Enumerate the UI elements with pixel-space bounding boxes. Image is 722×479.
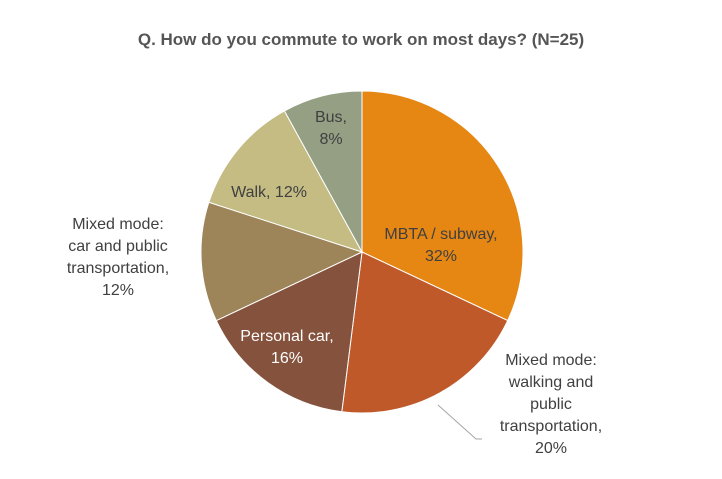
chart-title: Q. How do you commute to work on most da… bbox=[137, 30, 585, 49]
leader-line bbox=[437, 404, 482, 440]
pie-slice bbox=[341, 251, 509, 414]
pie-slice bbox=[215, 251, 363, 413]
pie-slice bbox=[200, 201, 364, 322]
slice-label: MBTA / subway, 32% bbox=[384, 226, 497, 265]
pie-slice bbox=[208, 110, 364, 253]
slice-label: Bus, 8% bbox=[315, 109, 347, 148]
pie-slice bbox=[361, 90, 524, 322]
slice-label: Walk, 12% bbox=[231, 184, 307, 201]
slice-label: Personal car, 16% bbox=[240, 328, 333, 367]
slice-label: Mixed mode: car and public transportation,… bbox=[67, 216, 169, 299]
slice-label: Mixed mode: walking and public transportati… bbox=[500, 352, 602, 457]
pie-slice bbox=[283, 90, 363, 253]
